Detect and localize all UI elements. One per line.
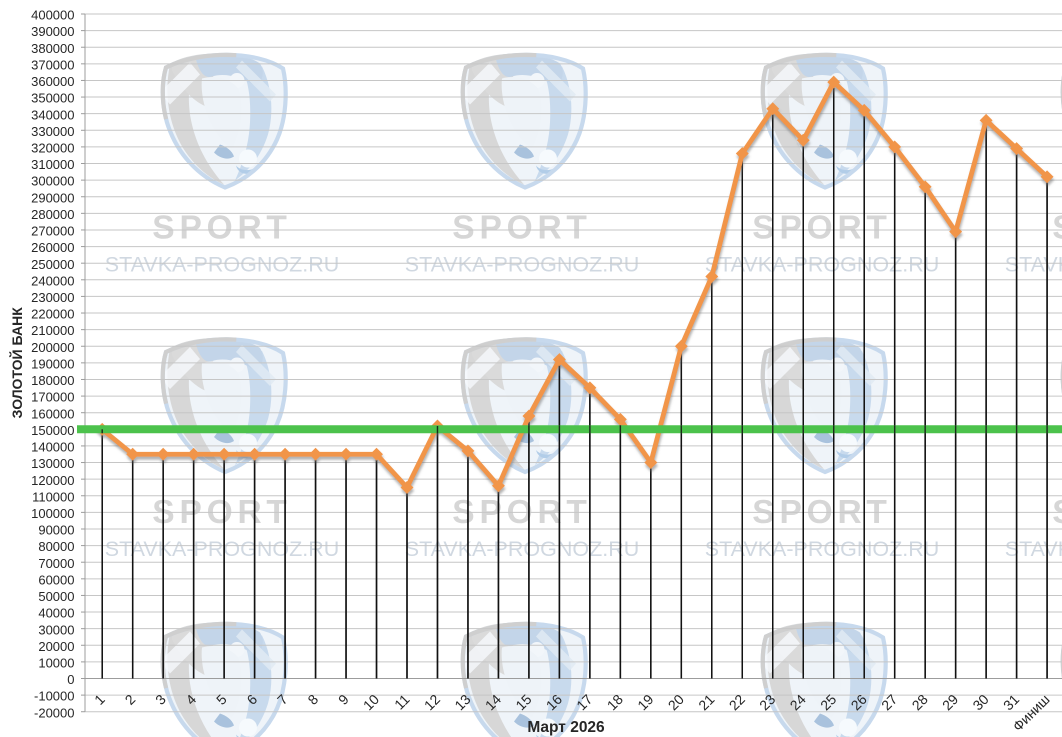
svg-text:100000: 100000	[31, 506, 74, 521]
svg-text:20000: 20000	[38, 639, 74, 654]
svg-text:370000: 370000	[31, 57, 74, 72]
svg-text:70000: 70000	[38, 556, 74, 571]
svg-text:200000: 200000	[31, 340, 74, 355]
svg-text:270000: 270000	[31, 224, 74, 239]
svg-text:30000: 30000	[38, 622, 74, 637]
svg-text:310000: 310000	[31, 157, 74, 172]
svg-text:-10000: -10000	[34, 689, 74, 704]
svg-text:120000: 120000	[31, 473, 74, 488]
svg-text:Март 2026: Март 2026	[527, 719, 605, 736]
svg-text:140000: 140000	[31, 440, 74, 455]
svg-text:400000: 400000	[31, 8, 74, 23]
svg-text:240000: 240000	[31, 273, 74, 288]
svg-text:180000: 180000	[31, 373, 74, 388]
svg-text:90000: 90000	[38, 523, 74, 538]
svg-text:170000: 170000	[31, 390, 74, 405]
svg-text:320000: 320000	[31, 141, 74, 156]
svg-text:360000: 360000	[31, 74, 74, 89]
svg-text:ЗОЛОТОЙ БАНК: ЗОЛОТОЙ БАНК	[8, 307, 25, 419]
svg-text:330000: 330000	[31, 124, 74, 139]
svg-text:80000: 80000	[38, 539, 74, 554]
svg-text:10000: 10000	[38, 655, 74, 670]
svg-text:390000: 390000	[31, 24, 74, 39]
svg-text:260000: 260000	[31, 240, 74, 255]
svg-text:40000: 40000	[38, 606, 74, 621]
svg-text:280000: 280000	[31, 207, 74, 222]
svg-text:130000: 130000	[31, 456, 74, 471]
svg-text:300000: 300000	[31, 174, 74, 189]
svg-text:190000: 190000	[31, 356, 74, 371]
svg-text:290000: 290000	[31, 190, 74, 205]
svg-text:340000: 340000	[31, 107, 74, 122]
svg-text:150000: 150000	[31, 423, 74, 438]
svg-text:50000: 50000	[38, 589, 74, 604]
svg-text:-20000: -20000	[34, 705, 74, 720]
svg-text:160000: 160000	[31, 406, 74, 421]
svg-text:60000: 60000	[38, 572, 74, 587]
svg-text:0: 0	[67, 672, 74, 687]
svg-text:110000: 110000	[32, 489, 74, 504]
svg-text:230000: 230000	[31, 290, 74, 305]
svg-text:210000: 210000	[31, 323, 74, 338]
svg-text:250000: 250000	[31, 257, 74, 272]
svg-text:350000: 350000	[31, 91, 74, 106]
svg-text:380000: 380000	[31, 41, 74, 56]
svg-text:220000: 220000	[31, 307, 74, 322]
